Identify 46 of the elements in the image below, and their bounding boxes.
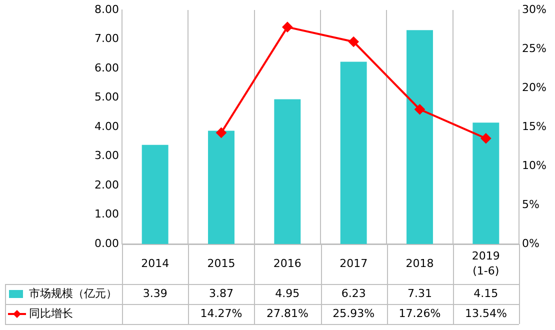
data-label: 13.54% xyxy=(464,306,507,320)
x-tick-label: 2017 xyxy=(340,256,368,270)
point xyxy=(480,133,491,144)
bar xyxy=(472,122,500,244)
point xyxy=(282,22,292,32)
data-label: 27.81% xyxy=(266,306,308,320)
data-label: 7.31 xyxy=(408,286,432,300)
data-label: 14.27% xyxy=(200,306,242,320)
bar xyxy=(274,99,301,244)
bar xyxy=(340,62,367,244)
bar xyxy=(406,30,433,244)
y-tick-label: 4.00 xyxy=(94,120,119,133)
x-tick-label: 2016 xyxy=(273,256,302,270)
y-tick-label: 7.00 xyxy=(94,32,119,46)
x-tick-label: 2019 (1-6) xyxy=(472,249,500,278)
data-label: 4.15 xyxy=(474,286,498,300)
x-tick-label: 2014 xyxy=(141,256,170,270)
legend-label: 市场规模（亿元） xyxy=(29,286,117,300)
data-label: 3.39 xyxy=(142,286,168,300)
legend-label: 同比增长 xyxy=(29,306,73,320)
y-tick-label: 6.00 xyxy=(94,61,119,74)
point xyxy=(414,104,425,114)
x-tick-label: 2018 xyxy=(406,256,434,270)
y-tick-label: 1.00 xyxy=(94,208,119,221)
y2-tick-label: 0% xyxy=(522,236,540,250)
bar xyxy=(208,130,234,244)
y2-tick-label: 30% xyxy=(522,2,546,16)
y2-tick-label: 15% xyxy=(522,120,546,133)
data-label: 3.87 xyxy=(209,286,234,300)
data-label: 4.95 xyxy=(275,286,300,300)
data-label: 6.23 xyxy=(341,286,366,300)
y2-tick-label: 20% xyxy=(522,80,546,94)
y-tick-label: 3.00 xyxy=(94,149,119,162)
bar xyxy=(142,144,168,244)
y2-tick-label: 25% xyxy=(522,42,546,55)
y-tick-label: 0.00 xyxy=(94,236,119,250)
point xyxy=(348,36,359,47)
x-tick-label: 2015 xyxy=(207,256,236,270)
point xyxy=(216,128,226,138)
y2-tick-label: 5% xyxy=(522,198,540,211)
data-label: 25.93% xyxy=(332,306,375,320)
data-label: 17.26% xyxy=(398,306,441,320)
y-tick-label: 8.00 xyxy=(94,2,119,16)
y-tick-label: 5.00 xyxy=(94,90,119,104)
y-tick-label: 2.00 xyxy=(94,178,119,192)
y2-tick-label: 10% xyxy=(522,158,546,172)
